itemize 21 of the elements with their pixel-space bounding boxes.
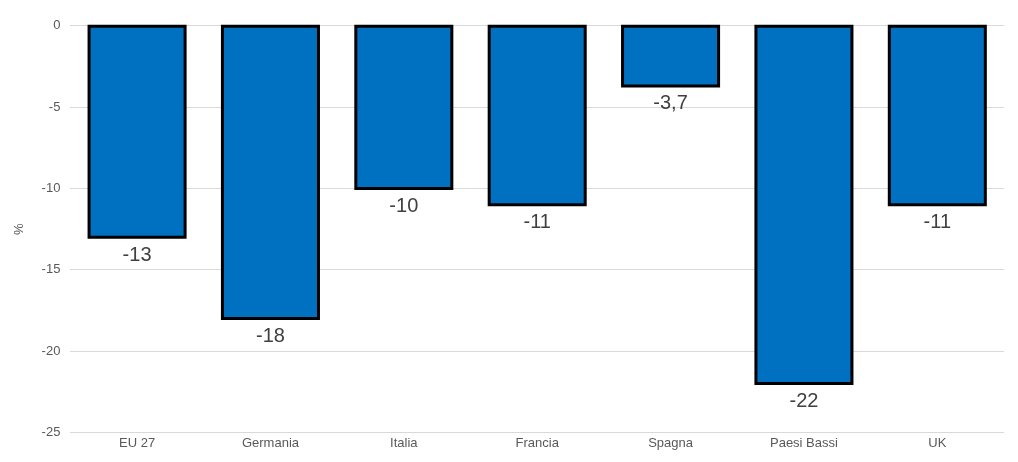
data-label: -11 bbox=[523, 210, 551, 233]
y-tick-label: 0 bbox=[53, 17, 61, 33]
x-tick-label: Germania bbox=[241, 434, 300, 450]
data-label: -13 bbox=[122, 242, 152, 265]
x-tick-label: Francia bbox=[515, 434, 560, 450]
x-tick-label: EU 27 bbox=[119, 434, 156, 450]
x-tick-label: UK bbox=[928, 434, 947, 450]
y-tick-label: -5 bbox=[48, 98, 61, 114]
y-tick-label: -20 bbox=[41, 342, 61, 358]
data-label: -11 bbox=[923, 210, 952, 233]
x-tick-label: Paesi Bassi bbox=[769, 434, 839, 450]
data-label: -18 bbox=[256, 324, 285, 347]
data-label: -3,7 bbox=[653, 91, 688, 114]
x-tick-label: Italia bbox=[390, 434, 419, 450]
y-axis-title: % bbox=[11, 222, 27, 235]
data-label: -22 bbox=[789, 389, 819, 412]
y-tick-label: -10 bbox=[41, 180, 61, 196]
x-tick-label: Spagna bbox=[648, 434, 694, 450]
data-label: -10 bbox=[389, 193, 419, 216]
y-tick-label: -25 bbox=[41, 423, 61, 439]
y-tick-label: -15 bbox=[41, 261, 61, 277]
